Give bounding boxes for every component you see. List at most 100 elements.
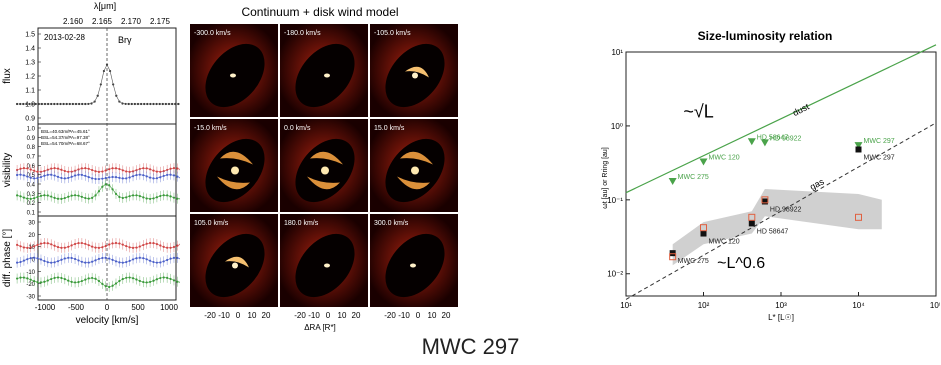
visibility-point (16, 194, 19, 197)
dust-point (854, 142, 863, 150)
velocity-tick: -500 (68, 303, 85, 312)
model-tile: -300.0 km/s (190, 24, 278, 117)
emission-arc (400, 151, 433, 165)
emission-core (324, 73, 330, 78)
ra-tick: 0 (236, 311, 241, 320)
y-tick: 1.0 (27, 127, 36, 133)
y-tick: 10¹ (611, 48, 623, 57)
model-grid: Continuum + disk wind model -300.0 km/s -… (190, 5, 458, 332)
open-point (748, 213, 756, 221)
emission-arc (397, 176, 430, 190)
y-tick: 10⁻¹ (607, 196, 623, 205)
y-tick: -10 (26, 270, 35, 276)
dust-point-label: MWC 297 (864, 138, 895, 145)
y-tick: 0.2 (27, 201, 36, 207)
tile-velocity-label: -300.0 km/s (194, 30, 231, 37)
ra-xlabel: ΔRA [R*] (304, 323, 336, 332)
baseline-1: BSL=40.63m/PA=45.61° (41, 129, 90, 134)
emission-core (324, 263, 330, 268)
ra-tick: -10 (218, 311, 230, 320)
dust-point-label: MWC 275 (678, 174, 709, 181)
y-tick: 10⁻² (607, 270, 623, 279)
model-tile: -105.0 km/s (370, 24, 458, 117)
y-tick: 30 (28, 221, 35, 227)
emission-core (321, 166, 329, 175)
y-tick: 0.3 (27, 192, 36, 198)
phase-line (16, 242, 180, 249)
dust-point (747, 138, 756, 146)
date-label: 2013-02-28 (44, 33, 85, 42)
baseline-3: BSL=54.70m/PA=68.67° (41, 141, 90, 146)
emission-core (230, 73, 236, 78)
y-tick: 20 (28, 233, 35, 239)
gas-point-label: MWC 297 (864, 154, 895, 161)
y-tick: 1.1 (25, 88, 35, 95)
dust-point-label: HD 58647 (757, 134, 789, 141)
y-tick: -20 (26, 282, 35, 288)
gas-fit-line (625, 122, 937, 300)
flux-curve (16, 63, 180, 106)
phase-line (17, 257, 180, 264)
phase-ylabel: diff. phase [°] (2, 229, 13, 288)
y-tick: 10 (28, 245, 35, 251)
model-tile: 180.0 km/s (280, 214, 368, 307)
emission-core (412, 72, 418, 79)
model-tile: 0.0 km/s (280, 119, 368, 212)
brgamma-label: Brγ (118, 35, 132, 45)
tile-velocity-label: 15.0 km/s (374, 125, 405, 132)
emission-arc (405, 66, 429, 78)
velocity-ticks: -1000 -500 0 500 1000 (35, 303, 179, 312)
flux-ylabel: flux (2, 68, 13, 84)
open-point (700, 224, 707, 232)
baseline-2: BSL=54.37m/PA=97.38° (41, 135, 90, 140)
x-tick-labels: 10¹ 10² 10³ 10⁴ 10⁵ (620, 292, 940, 310)
velocity-tick: 500 (131, 303, 145, 312)
y-tick: 0.9 (27, 136, 36, 142)
power-annotation: ~L^0.6 (717, 255, 765, 272)
gas-point (700, 230, 707, 237)
dust-line-label: dust (791, 101, 811, 118)
model-tile: -15.0 km/s (190, 119, 278, 212)
visibility-ylabel: visibility (2, 153, 13, 187)
y-tick: 1.2 (25, 74, 35, 81)
tile-velocity-label: 0.0 km/s (284, 125, 311, 132)
gas-point (669, 250, 676, 257)
y-tick-labels: 10¹ 10⁰ 10⁻¹ 10⁻² (607, 48, 630, 279)
visibility-line (17, 167, 180, 173)
model-title: Continuum + disk wind model (241, 5, 398, 19)
emission-core (231, 166, 239, 175)
tile-velocity-label: -15.0 km/s (194, 125, 227, 132)
y-tick: 1.4 (25, 46, 35, 53)
open-point (855, 213, 862, 221)
open-point (761, 196, 769, 204)
y-tick: 0 (32, 258, 36, 264)
ra-tick: 10 (428, 311, 437, 320)
flux-line (17, 64, 180, 105)
y-tick: 0.6 (27, 164, 36, 170)
x-tick: 10⁵ (930, 301, 940, 310)
emission-arc (307, 176, 340, 190)
baseline-legend: BSL=40.63m/PA=45.61° BSL=54.37m/PA=97.38… (41, 129, 90, 146)
y-tick: 10⁰ (611, 122, 623, 131)
gas-point-label: MWC 275 (678, 258, 709, 265)
x-tick: 10⁴ (852, 301, 865, 310)
top-tick: 2.165 (92, 17, 113, 26)
x-tick: 10¹ (620, 301, 632, 310)
model-tile: -180.0 km/s (280, 24, 368, 117)
sqrt-annotation: ~√L (683, 101, 713, 121)
ra-tick: -20 (294, 311, 306, 320)
ra-tick: 20 (262, 311, 271, 320)
ra-tick: 0 (326, 311, 331, 320)
y-tick: 1.0 (25, 102, 35, 109)
dust-fit-line (625, 44, 937, 194)
figure-caption: MWC 297 (421, 334, 520, 359)
top-tick: 2.170 (121, 17, 142, 26)
x-tick: 10² (698, 301, 710, 310)
ra-tick: 10 (248, 311, 257, 320)
left-panels: λ[μm] 2.160 2.165 2.170 2.175 2013-02-28 Br… (2, 1, 180, 326)
gas-band (672, 189, 882, 266)
visibility-ticks: 1.0 0.9 0.8 0.7 0.6 0.5 0.4 0.3 0.2 0.1 (27, 127, 41, 217)
model-tile: 15.0 km/s (370, 119, 458, 212)
y-tick: 1.5 (25, 32, 35, 39)
